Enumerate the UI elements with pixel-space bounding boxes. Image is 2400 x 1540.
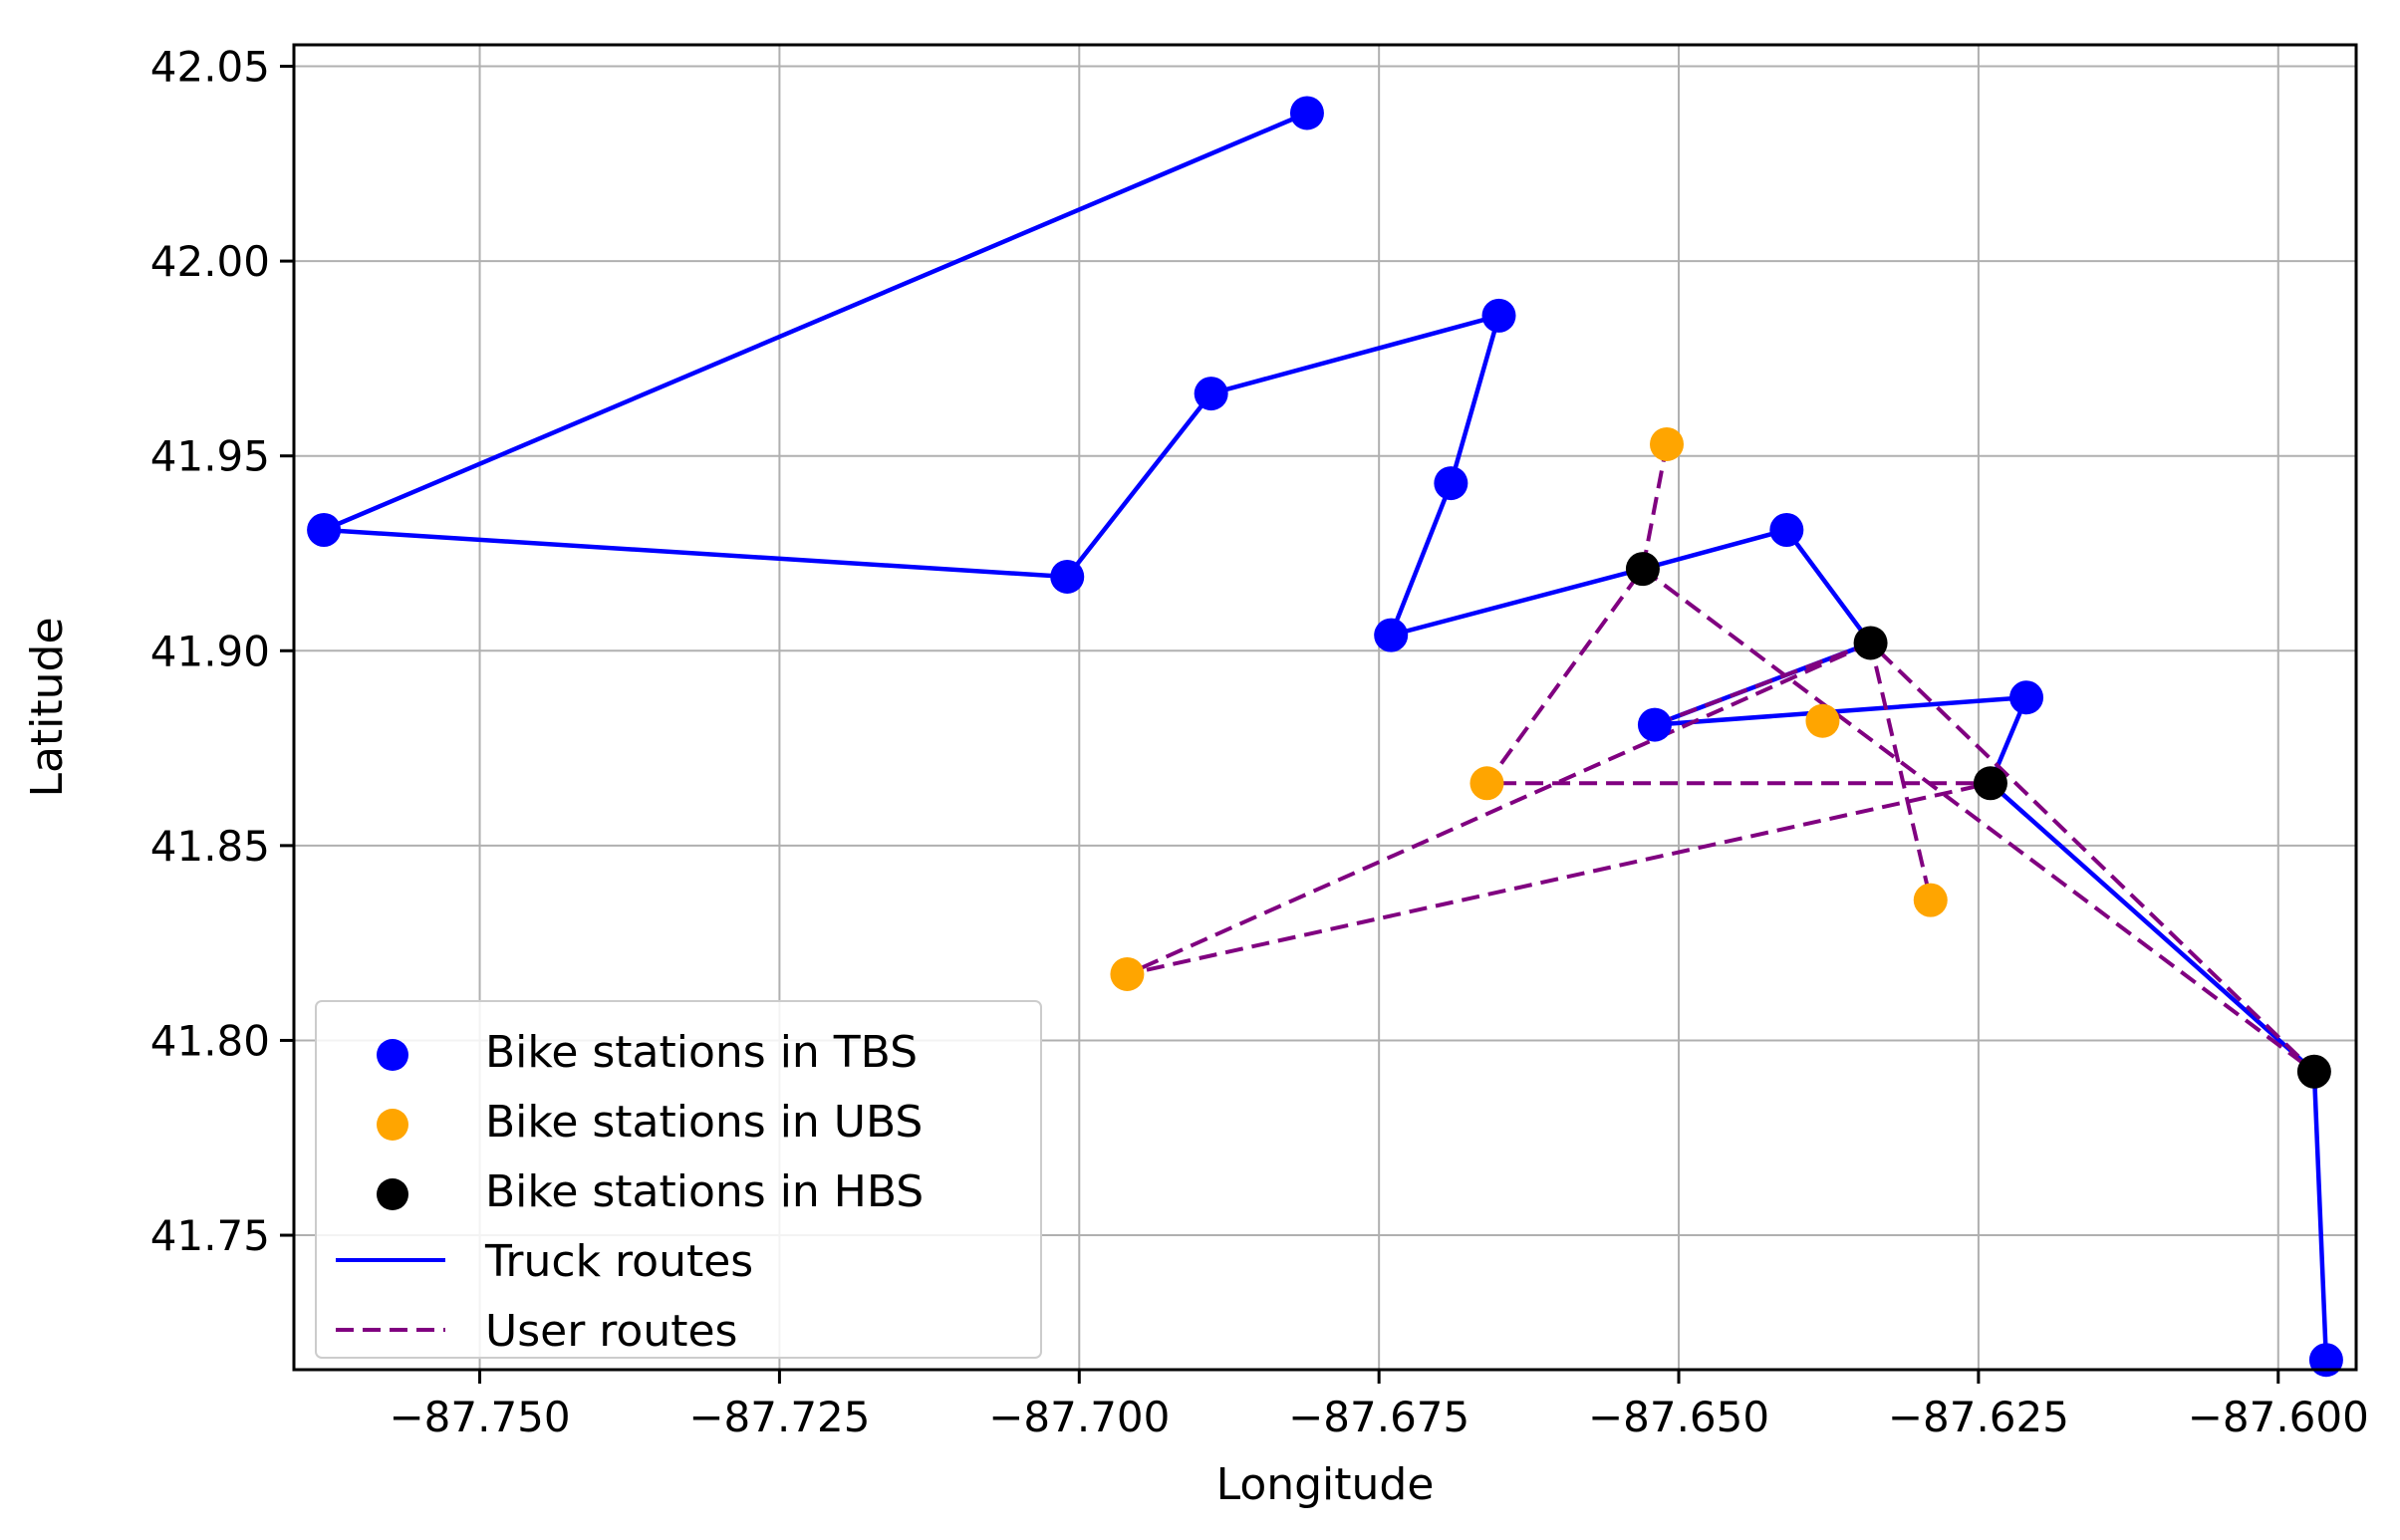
legend-label-bike-stations-in-ubs: Bike stations in UBS [485, 1097, 923, 1148]
bike-stations-in-tbs-point [2009, 680, 2044, 715]
y-tick-label: 41.85 [150, 822, 270, 871]
y-tick-label: 42.00 [150, 237, 270, 286]
x-tick-label: −87.725 [688, 1393, 870, 1441]
stations [307, 96, 2343, 1378]
user-routes-line [1641, 567, 2316, 1074]
user-routes-line [1654, 641, 1872, 727]
legend-marker-bike-stations-in-hbs [377, 1178, 408, 1210]
x-axis-label: Longitude [1216, 1459, 1435, 1510]
y-tick-label: 41.75 [150, 1211, 270, 1260]
legend-label-bike-stations-in-hbs: Bike stations in HBS [485, 1166, 924, 1217]
bike-stations-in-tbs-point [1434, 466, 1468, 501]
legend-label-user-routes: User routes [485, 1306, 737, 1357]
bike-stations-in-tbs-point [1374, 618, 1409, 652]
x-tick-label: −87.675 [1288, 1393, 1469, 1441]
x-tick-label: −87.625 [1888, 1393, 2069, 1441]
bike-stations-in-tbs-point [1637, 707, 1672, 742]
bike-stations-in-ubs-point [1110, 956, 1145, 991]
y-tick-label: 41.90 [150, 627, 270, 675]
y-tick-label: 41.80 [150, 1016, 270, 1065]
user-routes-line [1484, 443, 1991, 786]
bike-stations-in-tbs-point [1481, 298, 1516, 333]
x-tick-label: −87.600 [2188, 1393, 2369, 1441]
bike-stations-in-tbs-point [1194, 377, 1228, 411]
bike-stations-in-ubs-point [1805, 703, 1840, 738]
bike-stations-in-hbs-point [2296, 1054, 2331, 1089]
axis-ticks: −87.750 −87.725 −87.700 −87.675 −87.650 −87.6… [150, 43, 2369, 1441]
legend-marker-bike-stations-in-ubs [377, 1109, 408, 1141]
legend-box [315, 1000, 1042, 1359]
bike-stations-in-tbs-point [2308, 1343, 2343, 1378]
y-tick-label: 42.05 [150, 43, 270, 92]
bike-stations-in-tbs-point [1289, 96, 1324, 130]
bike-stations-in-tbs-point [1769, 513, 1804, 548]
bike-stations-in-ubs-point [1913, 883, 1948, 917]
legend-label-bike-stations-in-tbs: Bike stations in TBS [485, 1027, 918, 1078]
legend-label-truck-routes: Truck routes [484, 1236, 753, 1287]
x-tick-label: −87.650 [1588, 1393, 1769, 1441]
legend-marker-bike-stations-in-tbs [377, 1039, 408, 1071]
bike-stations-in-hbs-point [1853, 626, 1888, 660]
y-tick-label: 41.95 [150, 432, 270, 481]
y-axis-label: Latitude [22, 617, 73, 797]
bike-stations-in-tbs-point [307, 513, 342, 548]
bike-stations-in-ubs-point [1649, 426, 1684, 461]
bike-stations-in-ubs-point [1469, 766, 1504, 801]
x-tick-label: −87.700 [988, 1393, 1170, 1441]
bike-stations-in-hbs-point [1625, 552, 1660, 587]
x-tick-label: −87.750 [389, 1393, 570, 1441]
bike-stations-in-hbs-point [1973, 766, 2007, 801]
plot-area-frame [292, 43, 2358, 1372]
bike-stations-in-tbs-point [1050, 559, 1085, 594]
legend: Bike stations in TBS Bike stations in UBS… [315, 1000, 1042, 1359]
